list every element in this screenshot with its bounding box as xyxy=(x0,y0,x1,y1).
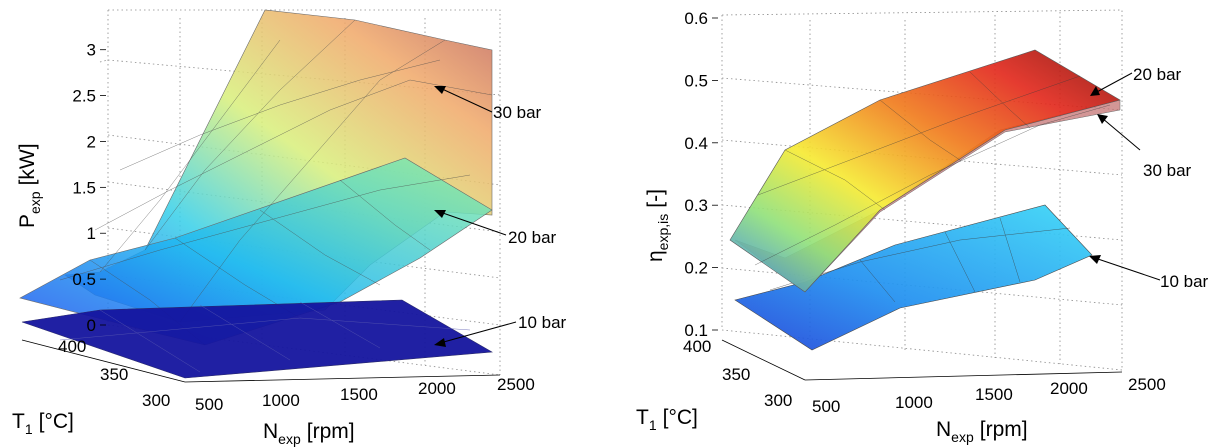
y-axis-label: T1 [°C] xyxy=(12,410,74,437)
x-tick: 1500 xyxy=(340,385,378,404)
z-axis-ticks: 0.1 0.2 0.3 0.4 0.5 0.6 xyxy=(684,9,718,340)
z-tick: 1 xyxy=(87,224,96,243)
x-tick: 1000 xyxy=(895,393,933,412)
x-axis-label: Nexp [rpm] xyxy=(263,420,355,447)
y-tick: 350 xyxy=(100,365,128,384)
z-axis-ticks: 0 0.5 1 1.5 2 2.5 3 xyxy=(72,41,106,335)
y-tick: 400 xyxy=(58,337,86,356)
x-tick: 2000 xyxy=(418,379,456,398)
z-axis-label: Pexp[kW] xyxy=(16,143,43,228)
y-tick: 350 xyxy=(722,365,750,384)
x-tick: 2000 xyxy=(1050,379,1088,398)
power-plot: 0 0.5 1 1.5 2 2.5 3 30 bar 20 bar 10 bar 500 1… xyxy=(12,9,567,447)
x-tick: 1000 xyxy=(262,391,300,410)
x-axis-label: Nexp [rpm] xyxy=(936,418,1028,445)
z-tick: 0.6 xyxy=(684,9,708,28)
annotation-10bar: 10 bar xyxy=(1089,255,1209,291)
annotation-label: 30 bar xyxy=(493,103,542,122)
annotation-30bar: 30 bar xyxy=(1097,114,1192,180)
z-tick: 0.5 xyxy=(72,270,96,289)
surface-20bar xyxy=(729,49,1121,293)
z-tick: 0.3 xyxy=(684,196,708,215)
x-tick: 2500 xyxy=(497,375,535,394)
surface-10bar xyxy=(21,299,493,379)
y-axis-ticks: 400 350 300 xyxy=(683,337,792,410)
y-tick: 300 xyxy=(142,391,170,410)
annotation-label: 20 bar xyxy=(508,228,557,247)
x-tick: 500 xyxy=(195,395,223,414)
z-tick: 0 xyxy=(87,316,96,335)
x-axis-ticks: 500 1000 1500 2000 2500 xyxy=(195,375,535,414)
y-axis-label: T1 [°C] xyxy=(636,406,698,433)
x-tick: 1500 xyxy=(975,385,1013,404)
annotation-10bar: 10 bar xyxy=(434,313,567,347)
z-tick: 2 xyxy=(87,132,96,151)
z-tick: 0.5 xyxy=(684,71,708,90)
x-tick: 2500 xyxy=(1128,375,1166,394)
z-tick: 2.5 xyxy=(72,87,96,106)
annotation-20bar: 20 bar xyxy=(1090,65,1182,96)
mesh-lines xyxy=(754,71,1111,266)
mesh-lines xyxy=(59,19,493,346)
z-tick: 3 xyxy=(87,41,96,60)
z-tick: 0.4 xyxy=(684,134,708,153)
annotation-label: 30 bar xyxy=(1143,161,1192,180)
y-tick: 400 xyxy=(683,337,711,356)
annotation-label: 10 bar xyxy=(518,313,567,332)
z-tick: 0.2 xyxy=(684,259,708,278)
y-axis-ticks: 400 350 300 xyxy=(58,337,170,410)
annotation-label: 10 bar xyxy=(1160,272,1209,291)
mesh-lines-10bar xyxy=(59,301,471,373)
z-tick: 0.1 xyxy=(684,321,708,340)
annotation-30bar: 30 bar xyxy=(434,86,542,122)
annotation-label: 20 bar xyxy=(1133,65,1182,84)
efficiency-plot: 20 bar 30 bar 10 bar 500 1000 1500 2000 … xyxy=(636,9,1209,445)
annotation-20bar: 20 bar xyxy=(434,210,557,247)
x-tick: 500 xyxy=(812,397,840,416)
x-axis-ticks: 500 1000 1500 2000 2500 xyxy=(812,375,1166,416)
z-axis-label: ηexp,is[-] xyxy=(644,189,671,262)
y-tick: 300 xyxy=(764,391,792,410)
z-tick: 1.5 xyxy=(72,178,96,197)
